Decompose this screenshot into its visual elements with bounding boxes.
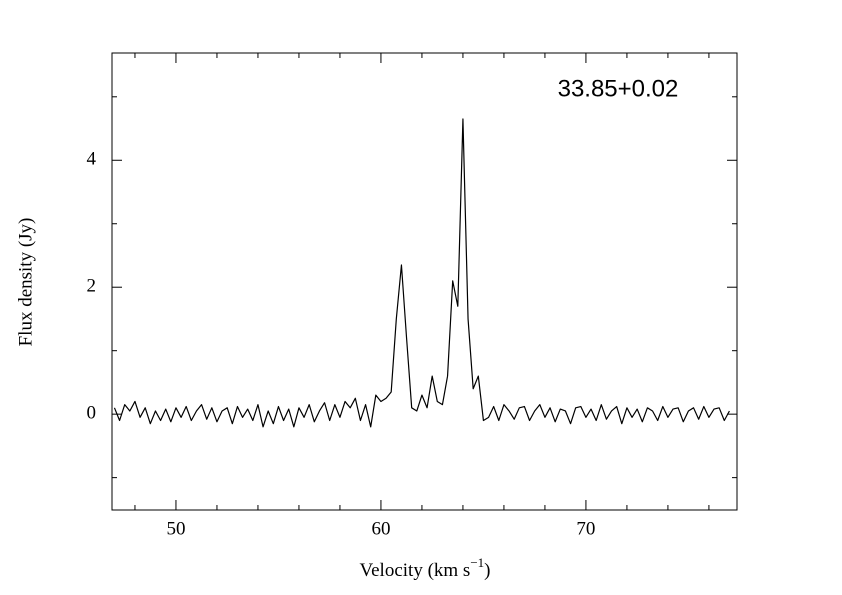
x-tick-label: 60 [371, 518, 390, 539]
y-tick-label: 4 [87, 149, 97, 170]
y-tick-label: 0 [87, 403, 97, 424]
spectrum-line [113, 118, 730, 428]
y-tick-label: 2 [87, 276, 97, 297]
x-label-part: Velocity (km s [360, 560, 471, 581]
annotation: 33.85+0.02 [558, 75, 679, 102]
plot-frame [111, 52, 738, 511]
x-label-sup: −1 [470, 555, 484, 570]
y-axis-label: Flux density (Jy) [15, 218, 36, 347]
x-label-part: ) [484, 560, 490, 581]
x-axis-label: Velocity (km s−1) [360, 555, 491, 581]
x-tick-label: 70 [576, 518, 595, 539]
x-tick-label: 50 [166, 518, 185, 539]
